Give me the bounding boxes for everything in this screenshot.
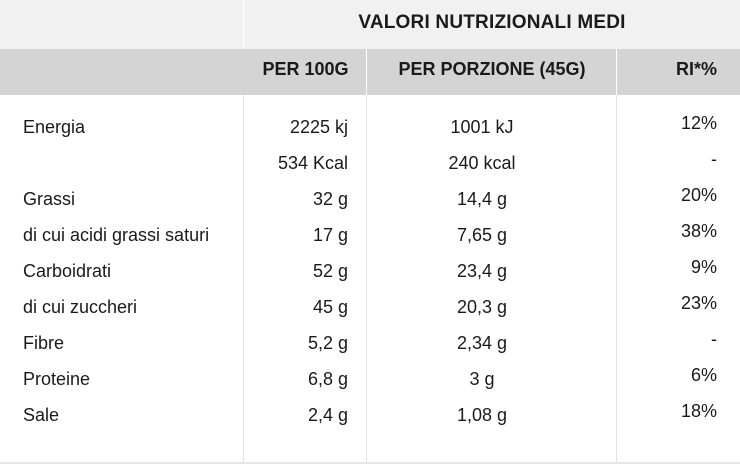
value-per100: 2225 kj: [289, 117, 348, 137]
value-per100: 2,4 g: [307, 405, 348, 425]
table-row: Sale 2,4 g 1,08 g 18%: [0, 398, 740, 432]
column-divider: [616, 95, 617, 464]
table-row: di cui acidi grassi saturi 17 g 7,65 g 38%: [0, 218, 740, 252]
column-divider: [616, 49, 617, 95]
value-ri: 9%: [690, 257, 717, 277]
table-row: Grassi 32 g 14,4 g 20%: [0, 182, 740, 216]
nutrient-label: di cui acidi grassi saturi: [23, 225, 210, 245]
nutrient-label: Energia: [23, 117, 86, 137]
column-divider: [366, 49, 367, 95]
value-porzione: 1001 kJ: [450, 117, 514, 137]
table-row: Carboidrati 52 g 23,4 g 9%: [0, 254, 740, 288]
value-ri: 18%: [680, 401, 717, 421]
column-header-porzione: PER PORZIONE (45G): [398, 59, 586, 79]
value-ri: 38%: [680, 221, 717, 241]
value-per100: 32 g: [312, 189, 348, 209]
value-per100: 5,2 g: [307, 333, 348, 353]
value-per100: 534 Kcal: [277, 153, 348, 173]
nutrient-label: Proteine: [23, 369, 91, 389]
value-porzione: 240 kcal: [448, 153, 516, 173]
column-divider: [243, 0, 244, 95]
value-porzione: 14,4 g: [456, 189, 508, 209]
value-ri: 12%: [680, 113, 717, 133]
table-row: di cui zuccheri 45 g 20,3 g 23%: [0, 290, 740, 324]
value-ri: 23%: [680, 293, 717, 313]
value-ri: 20%: [680, 185, 717, 205]
nutrient-label: Grassi: [23, 189, 76, 209]
table-title-row: VALORI NUTRIZIONALI MEDI: [0, 0, 740, 49]
column-header-per100: PER 100G: [262, 59, 349, 79]
value-porzione: 1,08 g: [456, 405, 508, 425]
nutrient-label: Fibre: [23, 333, 65, 353]
table-row: Energia 2225 kj 1001 kJ 12%: [0, 110, 740, 144]
value-porzione: 2,34 g: [456, 333, 508, 353]
value-ri: 6%: [690, 365, 717, 385]
value-porzione: 3 g: [469, 369, 495, 389]
value-porzione: 23,4 g: [456, 261, 508, 281]
nutrient-label: Carboidrati: [23, 261, 112, 281]
value-porzione: 7,65 g: [456, 225, 508, 245]
table-row: Fibre 5,2 g 2,34 g -: [0, 326, 740, 360]
table-row: 534 Kcal 240 kcal -: [0, 146, 740, 180]
nutrient-label: [23, 146, 243, 180]
value-per100: 17 g: [312, 225, 348, 245]
value-per100: 6,8 g: [307, 369, 348, 389]
value-ri: -: [711, 329, 717, 349]
column-divider: [243, 95, 244, 464]
value-per100: 52 g: [312, 261, 348, 281]
table-row: Proteine 6,8 g 3 g 6%: [0, 362, 740, 396]
value-per100: 45 g: [312, 297, 348, 317]
value-porzione: 20,3 g: [456, 297, 508, 317]
column-header-row: PER 100G PER PORZIONE (45G) RI*%: [0, 49, 740, 95]
column-header-ri: RI*%: [675, 59, 717, 79]
nutrient-label: di cui zuccheri: [23, 297, 138, 317]
nutrient-label: Sale: [23, 405, 60, 425]
table-title: VALORI NUTRIZIONALI MEDI: [358, 12, 626, 33]
table-body: [0, 95, 740, 464]
value-ri: -: [711, 149, 717, 169]
column-divider: [366, 95, 367, 464]
table-bottom-border: [0, 462, 740, 464]
